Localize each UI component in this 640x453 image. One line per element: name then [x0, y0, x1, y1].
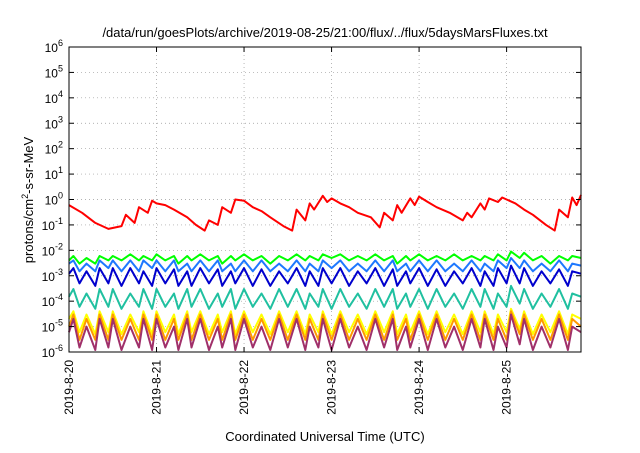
x-tick-label: 2019-8-23: [325, 360, 339, 415]
y-tick-label: 102: [45, 140, 63, 157]
y-tick-label: 10-4: [42, 292, 63, 309]
y-tick-label: 106: [45, 38, 63, 55]
y-tick-base: 10: [45, 41, 59, 55]
y-tick-label: 10-6: [42, 343, 63, 360]
y-axis: 10-610-510-410-310-210-11001011021031041…: [42, 38, 581, 360]
y-tick-exponent: 2: [58, 140, 63, 150]
y-tick-exponent: 6: [58, 38, 63, 48]
series-line-5: [68, 284, 582, 310]
y-tick-exponent: 3: [58, 114, 63, 124]
y-tick-label: 10-1: [42, 216, 63, 233]
series-line-1: [68, 194, 582, 232]
y-tick-label: 105: [45, 63, 63, 80]
y-tick-base: 10: [42, 270, 56, 284]
y-tick-base: 10: [42, 244, 56, 258]
x-axis: 2019-8-20 2019-8-21 2019-8-22 2019-8-23 2019…: [62, 47, 514, 415]
series-line-2: [68, 250, 582, 265]
y-tick-base: 10: [45, 168, 59, 182]
y-tick-label: 10-5: [42, 318, 63, 335]
y-axis-label-superscript: 2: [20, 194, 30, 199]
y-tick-label: 10-3: [42, 267, 63, 284]
y-tick-base: 10: [45, 117, 59, 131]
y-tick-base: 10: [42, 321, 56, 335]
y-axis-label: protons/cm2-s-sr-MeV: [20, 136, 36, 263]
y-tick-exponent: 4: [58, 89, 63, 99]
x-tick-label: 2019-8-22: [237, 360, 251, 415]
y-tick-exponent: -4: [55, 292, 63, 302]
series-line-4: [68, 264, 582, 287]
y-tick-base: 10: [45, 92, 59, 106]
y-tick-label: 10-2: [42, 241, 63, 258]
y-tick-base: 10: [42, 219, 56, 233]
series-line-7: [68, 310, 582, 341]
x-tick-label: 2019-8-21: [150, 360, 164, 415]
y-tick-exponent: 1: [58, 165, 63, 175]
y-axis-label-main: protons/cm: [21, 199, 36, 263]
y-tick-base: 10: [45, 143, 59, 157]
y-tick-label: 103: [45, 114, 63, 131]
y-tick-label: 101: [45, 165, 63, 182]
y-tick-base: 10: [45, 66, 59, 80]
y-tick-exponent: -6: [55, 343, 63, 353]
series-line-3: [68, 257, 582, 273]
series-layer: [68, 194, 582, 351]
y-tick-base: 10: [42, 295, 56, 309]
x-axis-label: Coordinated Universal Time (UTC): [225, 429, 424, 444]
series-line-8: [68, 313, 582, 351]
y-tick-label: 104: [45, 89, 63, 106]
x-tick-label: 2019-8-25: [500, 360, 514, 415]
chart-title: /data/run/goesPlots/archive/2019-08-25/2…: [102, 25, 548, 40]
y-axis-label-tail: -s-sr-MeV: [21, 136, 36, 193]
y-tick-base: 10: [42, 346, 56, 360]
y-tick-exponent: -3: [55, 267, 63, 277]
x-tick-label: 2019-8-24: [412, 360, 426, 415]
x-tick-label: 2019-8-20: [62, 360, 76, 415]
y-tick-exponent: -5: [55, 318, 63, 328]
y-tick-exponent: -2: [55, 241, 63, 251]
y-tick-exponent: 0: [58, 191, 63, 201]
y-tick-exponent: 5: [58, 63, 63, 73]
y-tick-exponent: -1: [55, 216, 63, 226]
y-tick-base: 10: [45, 194, 59, 208]
y-tick-label: 100: [45, 191, 63, 208]
